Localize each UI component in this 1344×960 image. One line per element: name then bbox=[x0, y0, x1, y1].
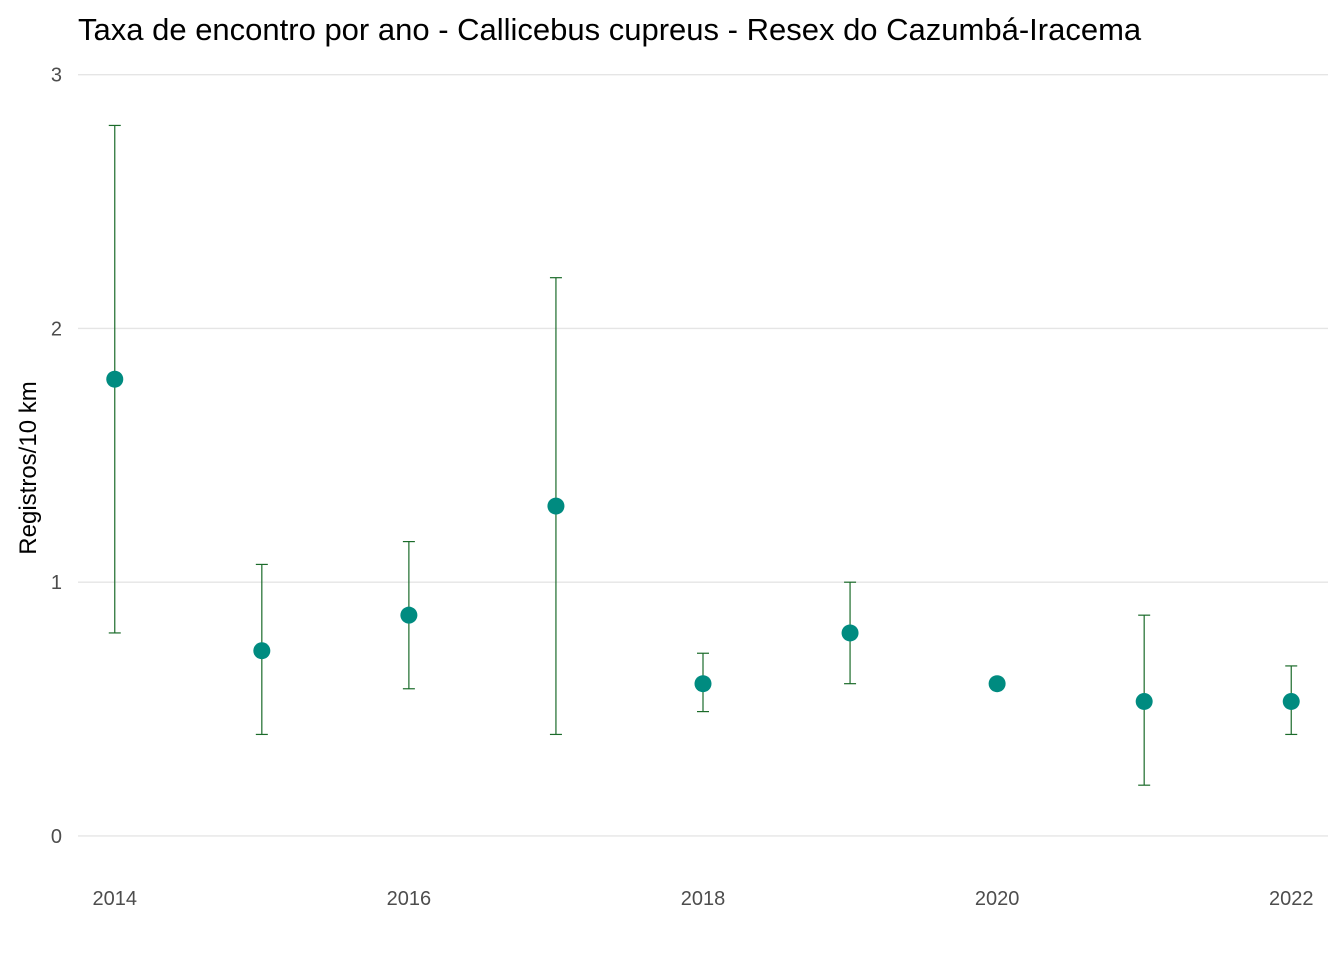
x-tick-label: 2016 bbox=[387, 888, 432, 910]
x-tick-label: 2018 bbox=[681, 888, 726, 910]
gridlines bbox=[78, 73, 1328, 837]
y-axis-tick-labels: 0 1 2 3 bbox=[51, 65, 62, 848]
data-points bbox=[106, 370, 1300, 710]
data-point bbox=[253, 642, 271, 660]
data-point bbox=[400, 606, 418, 624]
y-tick-label: 1 bbox=[51, 572, 62, 594]
data-point bbox=[694, 675, 712, 693]
data-point bbox=[106, 370, 124, 388]
data-point bbox=[547, 497, 565, 515]
data-point bbox=[841, 624, 859, 642]
x-axis-tick-labels: 2014 2016 2018 2020 2022 bbox=[93, 888, 1314, 910]
y-tick-label: 2 bbox=[51, 318, 62, 340]
y-tick-label: 0 bbox=[51, 826, 62, 848]
x-tick-label: 2020 bbox=[975, 888, 1020, 910]
y-axis-title: Registros/10 km bbox=[15, 381, 42, 554]
data-point bbox=[988, 675, 1006, 693]
chart-title: Taxa de encontro por ano - Callicebus cu… bbox=[78, 12, 1142, 47]
x-tick-label: 2014 bbox=[93, 888, 138, 910]
x-tick-label: 2022 bbox=[1269, 888, 1314, 910]
y-tick-label: 3 bbox=[51, 65, 62, 87]
data-point bbox=[1135, 692, 1153, 710]
data-point bbox=[1282, 692, 1300, 710]
